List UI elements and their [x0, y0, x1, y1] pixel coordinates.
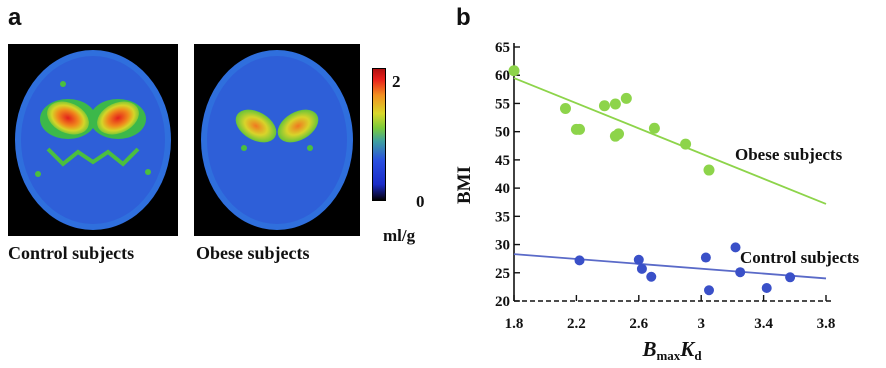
y-tick-label: 60 — [495, 68, 510, 84]
control-data-point — [761, 283, 772, 294]
obese-data-point — [648, 122, 660, 134]
x-tick-label: 1.8 — [505, 316, 524, 332]
obese-data-point — [613, 128, 625, 140]
obese-data-point — [574, 123, 586, 135]
data-points-layer — [508, 65, 796, 296]
obese-series-label: Obese subjects — [735, 145, 843, 164]
control-series-label: Control subjects — [740, 248, 860, 267]
x-axis-title-b: B — [641, 337, 656, 361]
control-data-point — [704, 285, 714, 296]
obese-subjects-caption: Obese subjects — [196, 243, 310, 263]
obese-brain-scan — [194, 44, 360, 236]
x-axis-title: BmaxKd — [641, 337, 702, 363]
y-tick-label: 50 — [495, 125, 510, 141]
control-data-point — [646, 271, 657, 282]
axes-layer: 20 25 30 35 40 45 50 55 60 65 1.8 2.2 2.6 3 3.4 3.8 — [495, 40, 835, 332]
y-tick-label: 40 — [495, 181, 510, 197]
panel-b-letter: b — [456, 4, 471, 31]
obese-data-point — [680, 138, 692, 150]
colorbar — [372, 68, 386, 201]
obese-brain-image — [201, 50, 353, 230]
obese-data-point — [508, 65, 520, 77]
y-tick-label: 65 — [495, 40, 510, 56]
obese-fit-line — [513, 77, 827, 205]
control-fit-line — [513, 253, 827, 280]
y-tick-label: 20 — [495, 294, 510, 310]
x-axis-title-d: d — [694, 348, 702, 363]
control-data-point — [574, 255, 585, 266]
obese-data-point — [609, 98, 621, 110]
control-data-point — [785, 272, 796, 283]
x-tick-label: 3 — [697, 316, 705, 332]
x-tick-label: 3.4 — [754, 316, 773, 332]
control-subjects-caption: Control subjects — [8, 243, 135, 263]
y-tick-label: 30 — [495, 238, 510, 254]
y-tick-label: 35 — [495, 209, 510, 225]
control-data-point — [700, 252, 711, 263]
control-data-point — [636, 263, 647, 274]
y-tick-label: 55 — [495, 96, 510, 112]
x-tick-label: 3.8 — [817, 316, 836, 332]
x-tick-label: 2.6 — [629, 316, 648, 332]
x-axis-title-max: max — [656, 348, 680, 363]
y-tick-label: 25 — [495, 266, 510, 282]
panel-a-letter: a — [8, 4, 22, 31]
colorbar-min-label: 0 — [416, 192, 425, 211]
y-axis-title: BMI — [454, 166, 475, 204]
control-brain-scan — [8, 44, 178, 236]
obese-data-point — [703, 164, 715, 176]
control-data-point — [633, 254, 644, 265]
colorbar-unit-label: ml/g — [383, 226, 416, 245]
x-axis-title-k: K — [679, 337, 696, 361]
obese-data-point — [598, 100, 610, 112]
colorbar-max-label: 2 — [392, 72, 401, 91]
y-tick-label: 45 — [495, 153, 510, 169]
fit-lines-layer — [513, 77, 827, 280]
labels-layer: BMI BmaxKd Obese subjects Control subjec… — [454, 145, 860, 363]
obese-data-point — [559, 103, 571, 115]
obese-data-point — [620, 92, 632, 104]
control-brain-image — [15, 50, 171, 230]
control-data-point — [730, 242, 741, 253]
control-data-point — [735, 267, 746, 278]
x-tick-label: 2.2 — [567, 316, 586, 332]
